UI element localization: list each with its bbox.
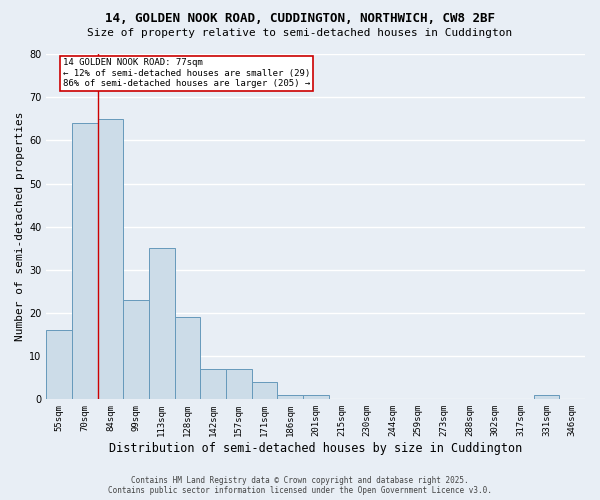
Bar [251,382,277,400]
Bar [149,248,175,400]
Bar [226,369,251,400]
Text: 14, GOLDEN NOOK ROAD, CUDDINGTON, NORTHWICH, CW8 2BF: 14, GOLDEN NOOK ROAD, CUDDINGTON, NORTHW… [105,12,495,26]
Bar [277,395,303,400]
Text: 14 GOLDEN NOOK ROAD: 77sqm
← 12% of semi-detached houses are smaller (29)
86% of: 14 GOLDEN NOOK ROAD: 77sqm ← 12% of semi… [63,58,310,88]
Text: Contains HM Land Registry data © Crown copyright and database right 2025.
Contai: Contains HM Land Registry data © Crown c… [108,476,492,495]
Y-axis label: Number of semi-detached properties: Number of semi-detached properties [15,112,25,342]
Bar [303,395,329,400]
Bar [124,300,149,400]
Text: Size of property relative to semi-detached houses in Cuddington: Size of property relative to semi-detach… [88,28,512,38]
Bar [175,318,200,400]
Bar [98,118,124,400]
Bar [534,395,559,400]
Bar [46,330,72,400]
X-axis label: Distribution of semi-detached houses by size in Cuddington: Distribution of semi-detached houses by … [109,442,523,455]
Bar [72,123,98,400]
Bar [200,369,226,400]
